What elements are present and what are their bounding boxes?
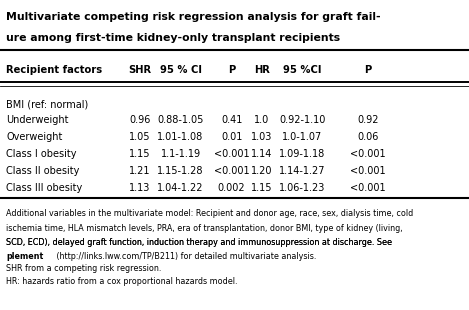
Text: Class I obesity: Class I obesity xyxy=(6,149,76,159)
Text: Overweight: Overweight xyxy=(6,132,62,142)
Text: Multivariate competing risk regression analysis for graft fail-: Multivariate competing risk regression a… xyxy=(6,12,381,22)
Text: Class II obesity: Class II obesity xyxy=(6,166,79,175)
Text: P: P xyxy=(364,65,372,75)
Text: 1.21: 1.21 xyxy=(129,166,151,175)
Text: 1.14-1.27: 1.14-1.27 xyxy=(279,166,326,175)
Text: 1.03: 1.03 xyxy=(251,132,272,142)
Text: 1.15: 1.15 xyxy=(129,149,151,159)
Text: 1.01-1.08: 1.01-1.08 xyxy=(158,132,204,142)
Text: HR: HR xyxy=(254,65,270,75)
Text: 95 % CI: 95 % CI xyxy=(159,65,202,75)
Text: SHR: SHR xyxy=(128,65,151,75)
Text: 0.92: 0.92 xyxy=(357,115,379,125)
Text: SCD, ECD), delayed graft function, induction therapy and immunosuppression at di: SCD, ECD), delayed graft function, induc… xyxy=(6,238,394,247)
Text: 1.1-1.19: 1.1-1.19 xyxy=(160,149,201,159)
Text: 1.04-1.22: 1.04-1.22 xyxy=(157,183,204,193)
Text: Additional variables in the multivariate model: Recipient and donor age, race, s: Additional variables in the multivariate… xyxy=(6,209,413,218)
Text: 0.92-1.10: 0.92-1.10 xyxy=(280,115,325,125)
Text: 1.20: 1.20 xyxy=(251,166,272,175)
Text: 1.0-1.07: 1.0-1.07 xyxy=(282,132,323,142)
Text: 0.01: 0.01 xyxy=(221,132,242,142)
Text: HR: hazards ratio from a cox proportional hazards model.: HR: hazards ratio from a cox proportiona… xyxy=(6,277,238,286)
Text: 1.14: 1.14 xyxy=(251,149,272,159)
Text: ischemia time, HLA mismatch levels, PRA, era of transplantation, donor BMI, type: ischemia time, HLA mismatch levels, PRA,… xyxy=(6,224,403,233)
Text: <0.001: <0.001 xyxy=(214,149,250,159)
Text: Class III obesity: Class III obesity xyxy=(6,183,83,193)
Text: 1.06-1.23: 1.06-1.23 xyxy=(280,183,325,193)
Text: 1.15-1.28: 1.15-1.28 xyxy=(157,166,204,175)
Text: 0.06: 0.06 xyxy=(357,132,379,142)
Text: 1.13: 1.13 xyxy=(129,183,151,193)
Text: BMI (ref: normal): BMI (ref: normal) xyxy=(6,99,88,109)
Text: 95 %CI: 95 %CI xyxy=(283,65,322,75)
Text: 0.96: 0.96 xyxy=(129,115,151,125)
Text: <0.001: <0.001 xyxy=(214,166,250,175)
Text: plement: plement xyxy=(6,252,43,261)
Text: Underweight: Underweight xyxy=(6,115,68,125)
Text: Recipient factors: Recipient factors xyxy=(6,65,102,75)
Text: <0.001: <0.001 xyxy=(350,166,386,175)
Text: 0.002: 0.002 xyxy=(218,183,245,193)
Text: <0.001: <0.001 xyxy=(350,183,386,193)
Text: <0.001: <0.001 xyxy=(350,149,386,159)
Text: ure among first-time kidney-only transplant recipients: ure among first-time kidney-only transpl… xyxy=(6,33,340,42)
Text: SCD, ECD), delayed graft function, induction therapy and immunosuppression at di: SCD, ECD), delayed graft function, induc… xyxy=(6,238,394,247)
Text: 0.41: 0.41 xyxy=(221,115,242,125)
Text: 1.0: 1.0 xyxy=(254,115,269,125)
Text: 0.88-1.05: 0.88-1.05 xyxy=(158,115,204,125)
Text: 1.09-1.18: 1.09-1.18 xyxy=(280,149,325,159)
Text: P: P xyxy=(228,65,235,75)
Text: (http://links.lww.com/TP/B211) for detailed multivariate analysis.: (http://links.lww.com/TP/B211) for detai… xyxy=(54,252,317,261)
Text: 1.15: 1.15 xyxy=(251,183,272,193)
Text: SHR from a competing risk regression.: SHR from a competing risk regression. xyxy=(6,264,161,273)
Text: 1.05: 1.05 xyxy=(129,132,151,142)
